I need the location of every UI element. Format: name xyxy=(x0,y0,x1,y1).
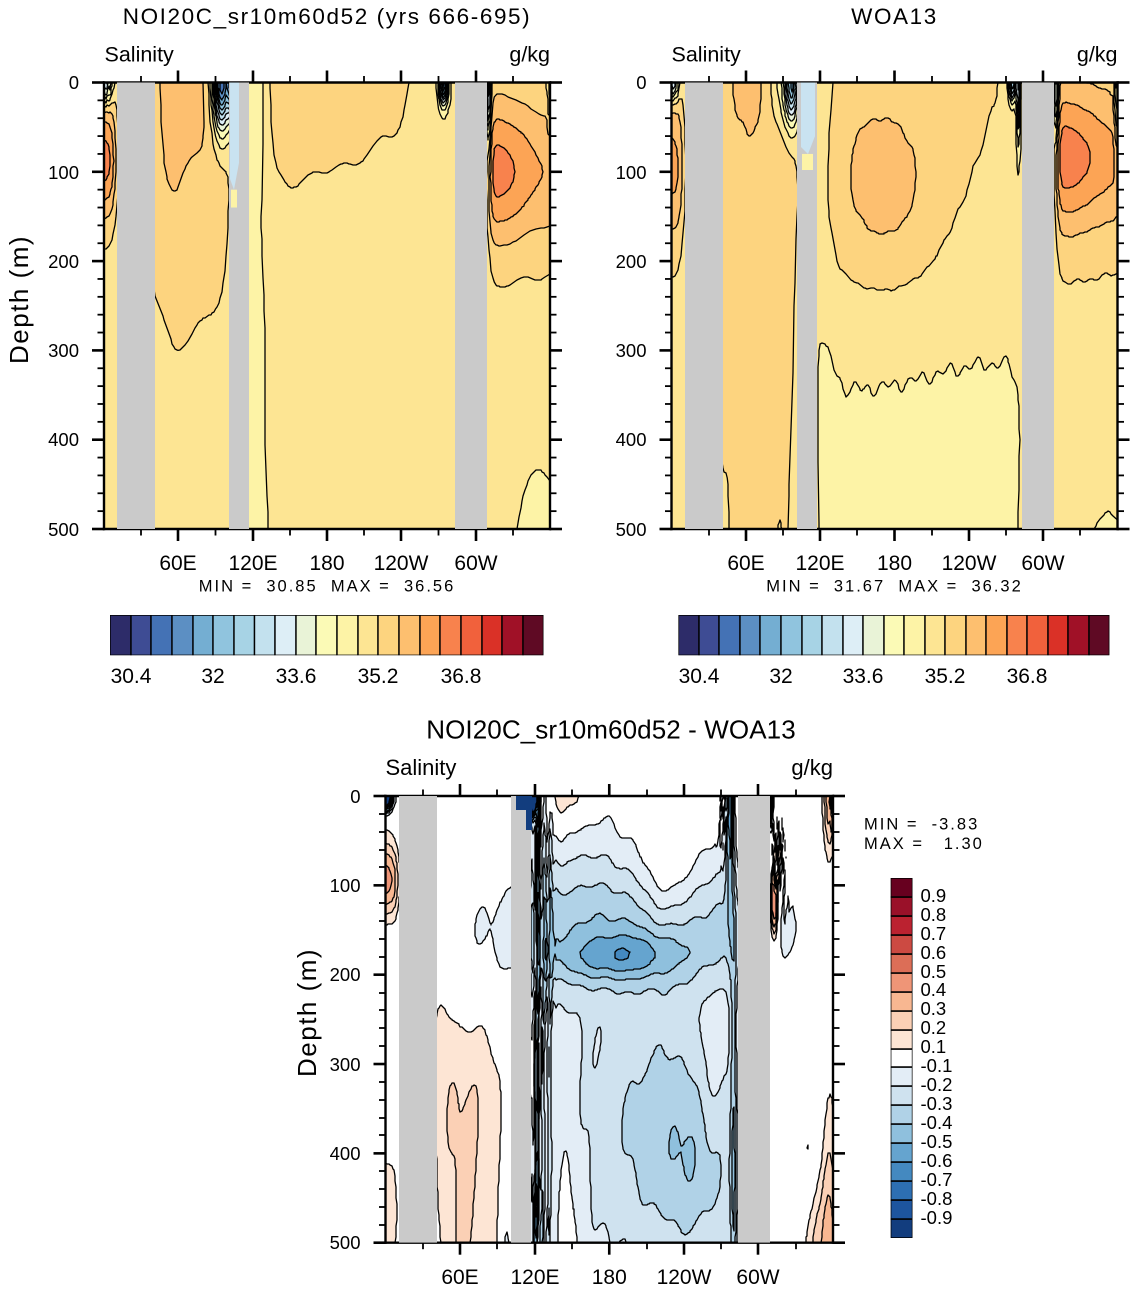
svg-text:120W: 120W xyxy=(942,552,997,575)
svg-text:0.2: 0.2 xyxy=(921,1017,947,1038)
svg-text:g/kg: g/kg xyxy=(791,755,833,780)
svg-text:400: 400 xyxy=(330,1143,361,1164)
svg-text:100: 100 xyxy=(48,162,79,183)
svg-text:60E: 60E xyxy=(159,552,196,575)
svg-text:120E: 120E xyxy=(510,1266,559,1289)
svg-text:100: 100 xyxy=(330,875,361,896)
svg-text:-0.2: -0.2 xyxy=(921,1074,953,1095)
svg-text:WOA13: WOA13 xyxy=(851,4,938,29)
svg-text:180: 180 xyxy=(592,1266,627,1289)
svg-text:100: 100 xyxy=(616,162,647,183)
svg-text:32: 32 xyxy=(769,665,792,688)
svg-text:35.2: 35.2 xyxy=(358,665,399,688)
svg-text:400: 400 xyxy=(48,429,79,450)
svg-text:-0.1: -0.1 xyxy=(921,1055,953,1076)
svg-text:400: 400 xyxy=(616,429,647,450)
svg-text:-0.6: -0.6 xyxy=(921,1150,953,1171)
svg-text:-0.8: -0.8 xyxy=(921,1188,953,1209)
svg-text:-0.3: -0.3 xyxy=(921,1093,953,1114)
svg-text:0: 0 xyxy=(350,786,360,807)
svg-text:60W: 60W xyxy=(454,552,497,575)
svg-text:60E: 60E xyxy=(727,552,764,575)
svg-text:0.6: 0.6 xyxy=(921,942,947,963)
svg-text:300: 300 xyxy=(48,340,79,361)
svg-text:0.1: 0.1 xyxy=(921,1036,947,1057)
svg-text:MIN = -3.83: MIN = -3.83 xyxy=(864,815,979,833)
svg-text:120W: 120W xyxy=(374,552,429,575)
svg-text:0: 0 xyxy=(636,72,646,93)
svg-text:300: 300 xyxy=(616,340,647,361)
svg-text:60E: 60E xyxy=(441,1266,478,1289)
svg-text:0.4: 0.4 xyxy=(921,979,947,1000)
svg-text:180: 180 xyxy=(877,552,912,575)
svg-text:120E: 120E xyxy=(228,552,277,575)
svg-text:33.6: 33.6 xyxy=(843,665,884,688)
svg-text:200: 200 xyxy=(48,251,79,272)
svg-text:32: 32 xyxy=(201,665,224,688)
svg-text:36.8: 36.8 xyxy=(1007,665,1048,688)
svg-text:0.7: 0.7 xyxy=(921,923,947,944)
svg-text:0.9: 0.9 xyxy=(921,885,947,906)
svg-text:30.4: 30.4 xyxy=(111,665,152,688)
svg-text:0: 0 xyxy=(69,72,79,93)
svg-text:0.5: 0.5 xyxy=(921,961,947,982)
svg-text:g/kg: g/kg xyxy=(1077,43,1118,67)
svg-text:Depth (m): Depth (m) xyxy=(4,235,34,364)
svg-text:Salinity: Salinity xyxy=(672,43,742,67)
svg-text:MAX = 1.30: MAX = 1.30 xyxy=(864,835,984,853)
svg-text:0.8: 0.8 xyxy=(921,904,947,925)
svg-text:500: 500 xyxy=(616,519,647,540)
svg-text:200: 200 xyxy=(616,251,647,272)
svg-text:120W: 120W xyxy=(657,1266,712,1289)
svg-text:180: 180 xyxy=(309,552,344,575)
svg-text:MIN = 31.67 MAX = 36.32: MIN = 31.67 MAX = 36.32 xyxy=(766,578,1023,596)
svg-text:Salinity: Salinity xyxy=(386,755,457,780)
svg-text:300: 300 xyxy=(330,1054,361,1075)
svg-text:120E: 120E xyxy=(795,552,844,575)
svg-text:33.6: 33.6 xyxy=(276,665,317,688)
svg-text:35.2: 35.2 xyxy=(925,665,966,688)
svg-text:60W: 60W xyxy=(736,1266,779,1289)
svg-text:Salinity: Salinity xyxy=(105,43,175,67)
svg-text:NOI20C_sr10m60d52 - WOA13: NOI20C_sr10m60d52 - WOA13 xyxy=(426,715,796,745)
svg-text:-0.7: -0.7 xyxy=(921,1169,953,1190)
svg-text:NOI20C_sr10m60d52 (yrs 666-695: NOI20C_sr10m60d52 (yrs 666-695) xyxy=(123,4,532,29)
svg-text:30.4: 30.4 xyxy=(679,665,720,688)
svg-text:200: 200 xyxy=(330,964,361,985)
svg-text:-0.9: -0.9 xyxy=(921,1207,953,1228)
svg-text:-0.5: -0.5 xyxy=(921,1131,953,1152)
svg-text:-0.4: -0.4 xyxy=(921,1112,953,1133)
svg-text:36.8: 36.8 xyxy=(441,665,482,688)
svg-text:MIN = 30.85 MAX = 36.56: MIN = 30.85 MAX = 36.56 xyxy=(199,578,456,596)
svg-text:60W: 60W xyxy=(1021,552,1064,575)
svg-text:500: 500 xyxy=(48,519,79,540)
svg-text:Depth (m): Depth (m) xyxy=(292,948,322,1077)
svg-text:500: 500 xyxy=(330,1232,361,1253)
svg-text:g/kg: g/kg xyxy=(509,43,550,67)
svg-text:0.3: 0.3 xyxy=(921,998,947,1019)
